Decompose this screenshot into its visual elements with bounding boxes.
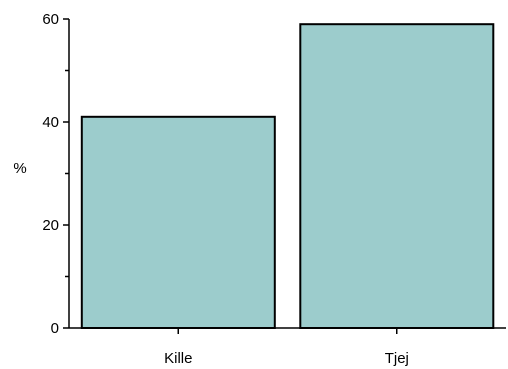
axes-group: Kille Tjej 0 20 40 60 [42, 11, 506, 367]
y-tick-label: 40 [42, 114, 59, 131]
y-tick-label: 20 [42, 217, 59, 234]
y-axis-label: % [13, 160, 26, 177]
y-tick-label: 60 [42, 11, 59, 28]
x-tick-label-kille: Kille [164, 350, 192, 367]
bar-kille [80, 115, 276, 329]
x-tick-label-tjej: Tjej [385, 350, 409, 367]
bars-group [80, 23, 495, 329]
y-tick-label: 0 [51, 320, 59, 337]
bar-tjej [299, 23, 495, 329]
